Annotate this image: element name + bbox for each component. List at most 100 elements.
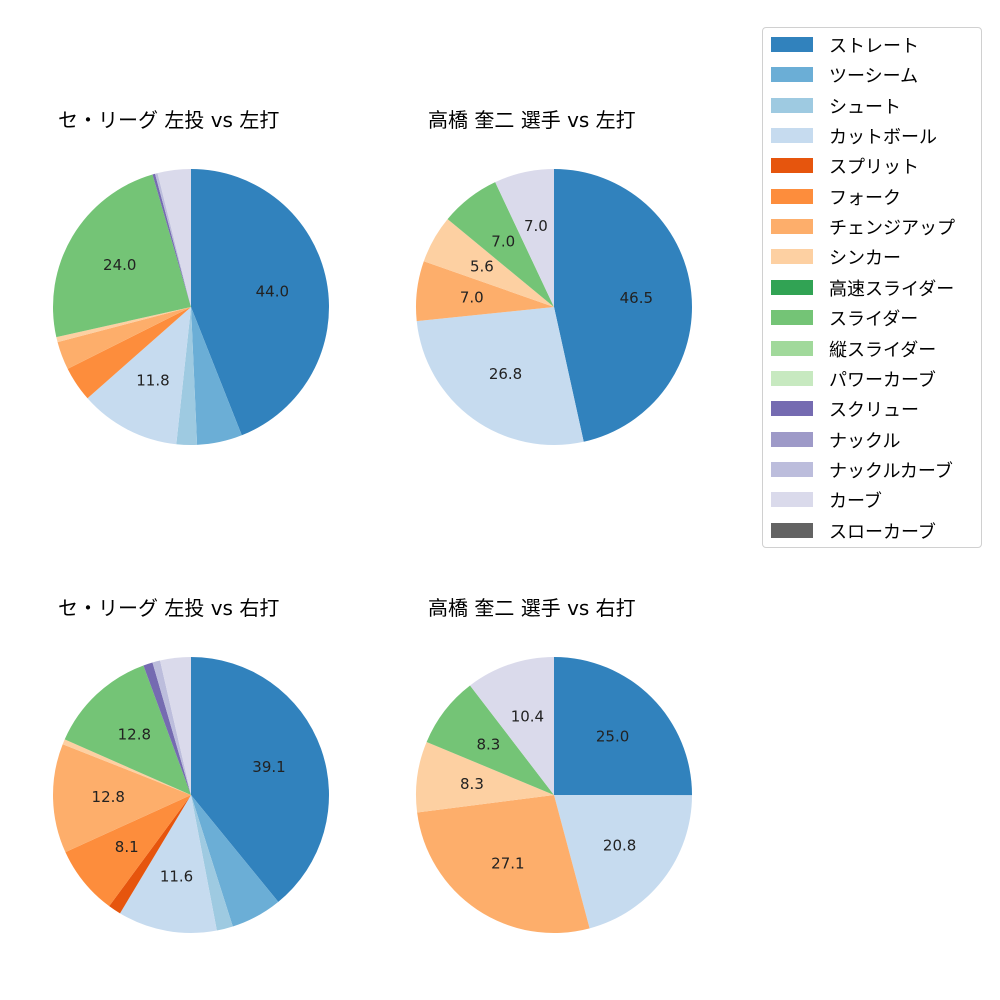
pie-slice [53,174,191,338]
slice-value-label: 20.8 [603,836,636,854]
chart-title: セ・リーグ 左投 vs 右打 [58,596,280,620]
legend-swatch [771,492,813,508]
pie-slice [157,169,191,307]
slice-value-label: 25.0 [596,727,629,745]
slice-value-label: 10.4 [511,708,544,726]
legend-item: ストレート [763,29,981,59]
legend-item: カーブ [763,484,981,514]
slice-value-label: 11.8 [136,372,169,390]
legend-label: カーブ [829,491,882,513]
slice-value-label: 12.8 [118,726,151,744]
legend-label: シンカー [829,248,901,270]
legend-label: スクリュー [829,400,919,422]
legend-swatch [771,249,813,265]
slice-value-label: 7.0 [491,233,515,251]
chart-title: 高橋 奎二 選手 vs 左打 [428,108,636,132]
pie-slice [447,182,554,307]
pie-slice [109,795,191,914]
legend-label: ストレート [829,36,919,57]
chart-title: 高橋 奎二 選手 vs 右打 [428,596,636,620]
slice-value-label: 39.1 [252,758,285,776]
legend-swatch [771,431,813,447]
pie-slice [191,657,329,902]
pie-slice [554,795,692,929]
legend-item: ナックルカーブ [763,454,981,484]
pie-chart-pitcher-vs-right: 25.0 20.8 27.1 8.3 8.3 10.4 [416,657,692,933]
pie-slice [191,169,330,436]
legend-item: カットボール [763,120,981,150]
legend-label: スライダー [829,309,919,331]
legend-item: ツーシーム [763,59,981,89]
legend-label: シュート [829,96,901,118]
legend-label: スプリット [829,157,919,179]
pie-slice [155,173,191,307]
legend-swatch [771,97,813,113]
pie-slice [191,307,242,445]
legend-swatch [771,279,813,295]
slice-value-label: 11.6 [160,868,193,886]
legend-item: シュート [763,90,981,120]
legend-item: スクリュー [763,393,981,423]
pie-slice [87,307,191,445]
slice-value-label: 27.1 [491,855,524,873]
pie-slice [143,662,191,795]
legend-item: スローカーブ [763,515,981,545]
legend-label: カットボール [829,127,937,149]
legend-swatch [771,188,813,204]
pie-slice [176,307,198,445]
pie-slice [64,665,191,795]
legend-item: 縦スライダー [763,333,981,363]
pie-slice [67,307,191,399]
pie-slice [65,795,191,907]
legend-item: パワーカーブ [763,363,981,393]
legend-swatch [771,219,813,235]
pie-slice [120,795,217,933]
pie-slice [423,219,554,307]
slice-value-label: 12.8 [92,788,125,806]
pie-slice [554,169,692,442]
pie-slice [495,169,554,307]
legend-label: パワーカーブ [829,369,936,391]
legend-item: シンカー [763,241,981,271]
pie-slice [470,657,554,795]
pie-chart-pitcher-vs-left: 46.5 26.8 7.0 5.6 7.0 7.0 [416,169,692,445]
pie-slice [191,795,233,931]
pie-slice [416,741,554,813]
legend-item: ナックル [763,424,981,454]
pie-slice [57,307,191,369]
slice-value-label: 26.8 [489,365,522,383]
slice-value-label: 8.3 [460,775,484,793]
pie-slice [426,685,554,795]
legend-item: チェンジアップ [763,211,981,241]
pie-slice [416,261,554,322]
legend-label: ナックル [829,430,901,452]
slice-value-label: 8.1 [115,838,139,856]
legend-item: フォーク [763,181,981,211]
legend-item: スライダー [763,302,981,332]
chart-title: セ・リーグ 左投 vs 左打 [58,108,280,132]
pie-slice [152,173,191,307]
pie-slice [416,307,584,445]
legend-item: 高速スライダー [763,272,981,302]
pie-slice [417,795,590,933]
slice-value-label: 46.5 [620,289,653,307]
legend-label: 高速スライダー [829,278,955,300]
legend-swatch [771,37,813,52]
pie-slice [56,307,191,343]
pie-slice [554,657,692,796]
legend-label: チェンジアップ [829,218,955,240]
pie-chart-league-vs-left: 44.0 11.8 24.0 [53,169,330,445]
legend-label: 縦スライダー [829,339,937,361]
legend-swatch [771,401,813,417]
pie-slice [52,744,191,853]
legend-label: フォーク [829,187,901,209]
legend-swatch [771,158,813,174]
legend-label: ツーシーム [829,66,919,88]
pie-slice [62,739,191,795]
pie-chart-league-vs-right: 39.1 11.6 8.1 12.8 12.8 [52,657,329,933]
legend-label: スローカーブ [829,521,936,543]
legend-swatch [771,67,813,83]
slice-value-label: 8.3 [476,736,500,754]
legend-swatch [771,310,813,326]
legend-label: ナックルカーブ [829,460,953,482]
